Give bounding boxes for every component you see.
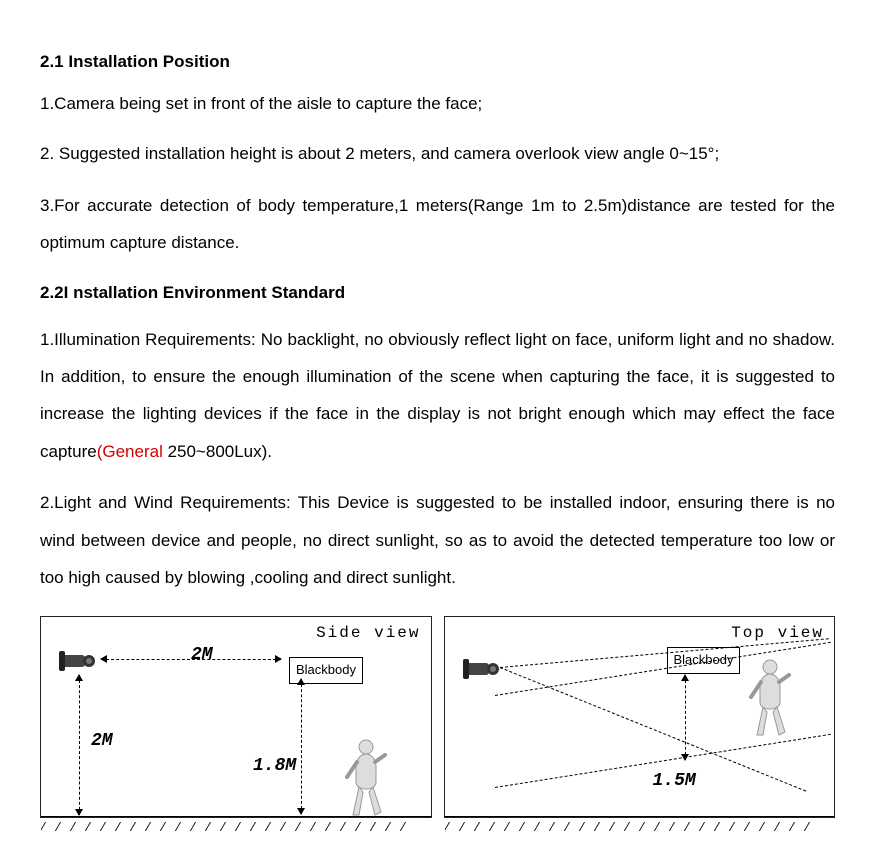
side-view-title: Side view (316, 621, 420, 647)
person-icon (745, 657, 795, 737)
ground-hatch (41, 817, 431, 831)
lane-width-dim-line (685, 675, 686, 760)
arrow-icon (75, 674, 83, 681)
person-icon (341, 737, 391, 817)
arrow-icon (100, 655, 107, 663)
arrow-icon (681, 754, 689, 761)
person-height-dim-line (301, 679, 302, 814)
height-dim-line (79, 675, 80, 815)
section-2-1-p1: 1.Camera being set in front of the aisle… (40, 87, 835, 121)
arrow-icon (297, 808, 305, 815)
camera-icon (463, 655, 505, 683)
diagrams-row: Side view Blackbody 2M 2M 1.8M Top view … (40, 616, 835, 818)
lane-width-label: 1.5M (653, 767, 696, 796)
camera-icon (59, 647, 101, 675)
section-2-1-p3: 3.For accurate detection of body tempera… (40, 187, 835, 262)
distance-label: 2M (191, 641, 213, 670)
arrow-icon (681, 674, 689, 681)
section-2-1-heading: 2.1 Installation Position (40, 48, 835, 75)
section-2-1-p2: 2. Suggested installation height is abou… (40, 135, 835, 172)
arrow-icon (297, 678, 305, 685)
section-2-2-p1: 1.Illumination Requirements: No backligh… (40, 321, 835, 471)
arrow-icon (275, 655, 282, 663)
arrow-icon (75, 809, 83, 816)
section-2-2-p2: 2.Light and Wind Requirements: This Devi… (40, 484, 835, 596)
side-view-diagram: Side view Blackbody 2M 2M 1.8M (40, 616, 432, 818)
person-height-label: 1.8M (253, 752, 296, 781)
height-label: 2M (91, 727, 113, 756)
ground-hatch (445, 817, 835, 831)
top-view-diagram: Top view Blackbody 1.5M (444, 616, 836, 818)
p1-red: (General (97, 442, 163, 461)
p1-text-b: 250~800Lux). (163, 442, 272, 461)
section-2-2-heading: 2.2I nstallation Environment Standard (40, 279, 835, 306)
